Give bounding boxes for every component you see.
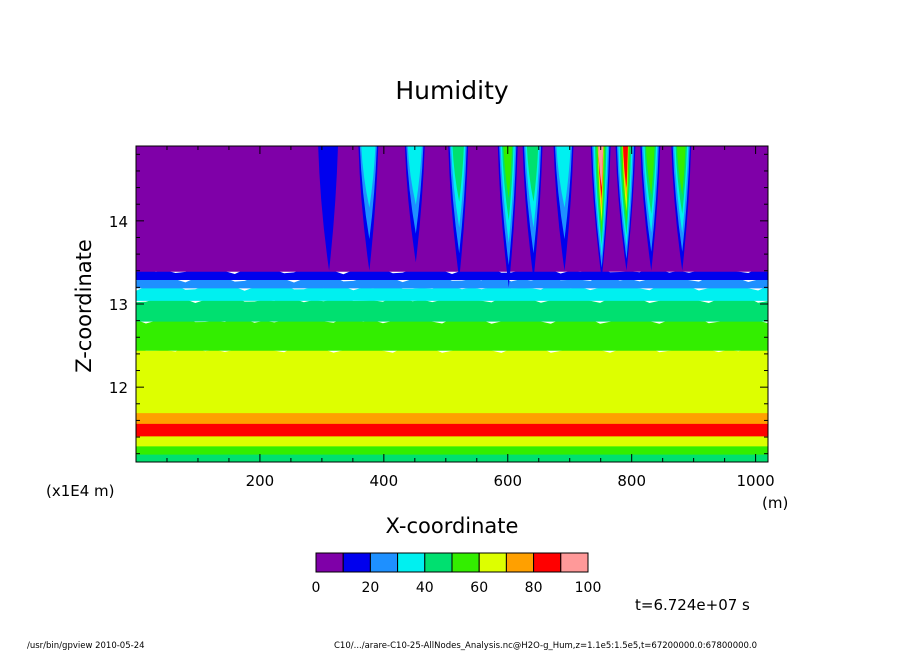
heatmap-layer (136, 412, 768, 424)
y-tick-label: 14 (109, 213, 128, 231)
heatmap-layer (136, 267, 768, 281)
heatmap-layer (136, 346, 768, 414)
colorbar-tick-label: 20 (361, 580, 379, 596)
heatmap-field (136, 146, 768, 462)
heatmap-layer (136, 435, 768, 447)
footer-right: C10/.../arare-C10-25-AllNodes_Analysis.n… (334, 641, 758, 651)
humidity-plume (452, 146, 464, 202)
colorbar-swatch (342, 552, 371, 573)
humidity-plume (526, 146, 539, 202)
y-tick-label: 12 (109, 379, 128, 397)
time-label: t=6.724e+07 s (635, 596, 750, 614)
humidity-plume (503, 146, 513, 199)
y-axis-label: Z-coordinate (72, 239, 96, 373)
colorbar-swatch (315, 552, 344, 573)
colorbar-swatch (397, 552, 426, 573)
humidity-plume (645, 146, 655, 195)
heatmap-layer (136, 296, 768, 322)
y-tick-label: 13 (109, 296, 128, 314)
humidity-plume (598, 146, 604, 188)
colorbar-tick-label: 60 (470, 580, 488, 596)
x-tick-label: 400 (370, 472, 399, 490)
colorbar-swatch (560, 552, 589, 573)
humidity-plume (623, 146, 628, 188)
colorbar-swatch (424, 552, 453, 573)
colorbar-tick-label: 40 (416, 580, 434, 596)
colorbar-swatch (451, 552, 480, 573)
humidity-plume (556, 146, 571, 208)
colorbar-swatch (505, 552, 535, 573)
footer-left: /usr/bin/gpview 2010-05-24 (27, 641, 145, 651)
x-tick-label: 1000 (737, 472, 775, 490)
heatmap-layer (136, 445, 768, 455)
x-tick-label: 800 (617, 472, 646, 490)
chart-title: Humidity (395, 76, 509, 105)
colorbar-swatch (369, 552, 399, 573)
x-axis-label: X-coordinate (385, 514, 519, 538)
x-tick-label: 200 (246, 472, 275, 490)
colorbar-tick-label: 80 (525, 580, 543, 596)
y-axis-unit: (x1E4 m) (46, 482, 115, 500)
heatmap-layer (136, 453, 768, 462)
colorbar-tick-label: 100 (575, 580, 602, 596)
colorbar-swatch (533, 552, 562, 573)
heatmap-layer (136, 422, 768, 437)
colorbar-swatch (478, 552, 507, 573)
x-tick-label: 600 (493, 472, 522, 490)
colorbar-tick-label: 0 (312, 580, 321, 596)
humidity-plume (361, 146, 376, 208)
humidity-plume (676, 146, 686, 195)
humidity-plume (407, 146, 422, 205)
humidity-plume (318, 146, 339, 271)
heatmap-layer (136, 317, 768, 351)
x-axis-unit: (m) (762, 494, 789, 512)
